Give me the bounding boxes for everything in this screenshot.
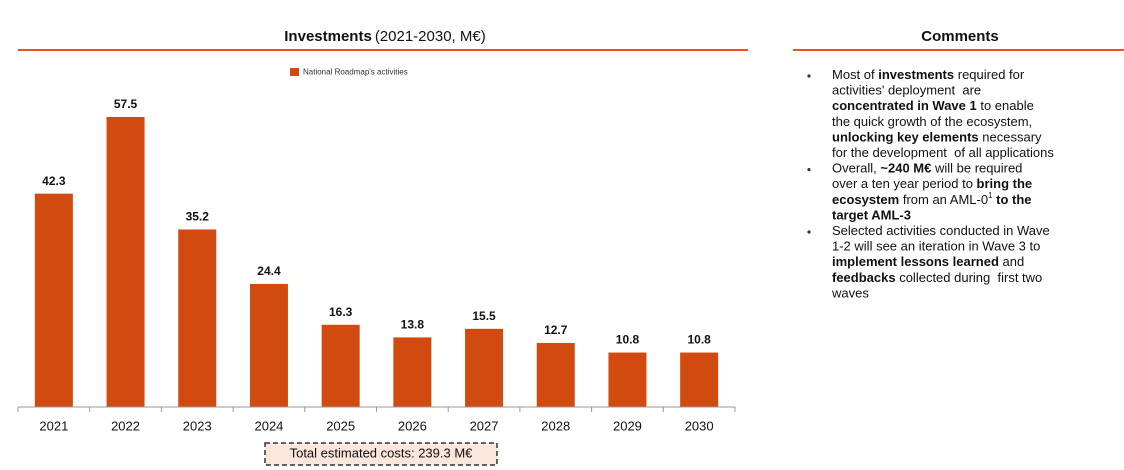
x-tick-label: 2025	[326, 418, 355, 433]
comment-segment: required for	[954, 67, 1025, 82]
comment-segment: activities' deployment are	[832, 83, 981, 98]
total-annotation: Total estimated costs: 239.3 M€	[290, 445, 474, 460]
x-tick-label: 2022	[111, 418, 140, 433]
comment-line: ecosystem from an AML-01 to the	[832, 191, 1032, 207]
comment-segment: 1-2 will see an iteration in Wave 3 to	[832, 239, 1040, 254]
bullet-dot	[807, 168, 811, 172]
x-tick-label: 2028	[541, 418, 570, 433]
comment-line: target AML-3	[832, 208, 911, 223]
comment-segment: necessary	[979, 130, 1042, 145]
comment-segment: waves	[831, 286, 869, 301]
bar	[106, 117, 145, 407]
comment-line: over a ten year period to bring the	[832, 177, 1032, 192]
legend-swatch	[290, 68, 299, 76]
bullet-dot	[807, 74, 811, 78]
bar	[393, 337, 432, 407]
comment-segment: investments	[878, 67, 954, 82]
bar	[34, 193, 73, 407]
comment-segment: from an AML-0	[899, 192, 988, 207]
bullet-dot	[807, 230, 811, 234]
total-box	[264, 442, 498, 466]
comment-segment: to the	[993, 192, 1032, 207]
legend-label: National Roadmap's activities	[303, 68, 408, 77]
bar	[465, 328, 504, 407]
data-label: 15.5	[472, 309, 496, 323]
comment-line: Most of investments required for	[832, 67, 1025, 82]
bar	[608, 352, 647, 407]
bar	[321, 324, 360, 407]
comments-title: Comments	[921, 28, 999, 45]
chart-heading: Investments (2021-2030, M€)	[284, 28, 485, 45]
comment-segment: to enable	[977, 99, 1034, 114]
comment-segment: over a ten year period to	[832, 177, 977, 192]
bar	[249, 283, 288, 407]
chart-title: Investments	[284, 28, 372, 45]
comment-segment: Overall,	[832, 161, 880, 176]
data-label: 12.7	[544, 323, 568, 337]
comment-line: unlocking key elements necessary	[832, 130, 1042, 145]
x-tick-label: 2023	[183, 418, 212, 433]
comment-segment: bring the	[977, 177, 1033, 192]
bar	[536, 342, 575, 407]
comment-segment: concentrated in Wave 1	[832, 99, 977, 114]
comment-line: the quick growth of the ecosystem,	[832, 114, 1032, 129]
comment-line: implement lessons learned and	[832, 255, 1024, 270]
x-tick-label: 2030	[685, 418, 714, 433]
comment-segment: implement lessons learned	[832, 255, 999, 270]
comment-segment: Selected activities conducted in Wave	[832, 223, 1050, 238]
x-tick-label: 2029	[613, 418, 642, 433]
comment-segment: the quick growth of the ecosystem,	[832, 114, 1032, 129]
comment-line: 1-2 will see an iteration in Wave 3 to	[832, 239, 1040, 254]
comment-segment: ~240 M€	[880, 161, 931, 176]
comment-segment: 1	[988, 191, 993, 200]
comment-line: waves	[831, 286, 869, 301]
bar	[178, 229, 217, 407]
comment-segment: will be required	[931, 161, 1022, 176]
comment-line: Selected activities conducted in Wave	[832, 223, 1050, 238]
comment-segment: target AML-3	[832, 208, 911, 223]
data-label: 57.5	[114, 97, 138, 111]
x-tick-label: 2024	[254, 418, 283, 433]
data-label: 35.2	[186, 210, 210, 224]
x-tick-label: 2021	[39, 418, 68, 433]
comment-line: Overall, ~240 M€ will be required	[832, 161, 1022, 176]
comment-line: for the development of all applications	[832, 145, 1054, 160]
comment-segment: collected during first two	[896, 270, 1043, 285]
chart-subtitle: (2021-2030, M€)	[375, 28, 486, 45]
comment-line: activities' deployment are	[832, 83, 981, 98]
comment-segment: unlocking key elements	[832, 130, 979, 145]
comment-segment: ecosystem	[832, 192, 899, 207]
comment-line: concentrated in Wave 1 to enable	[832, 99, 1034, 114]
comment-segment: and	[999, 255, 1024, 270]
comment-line: feedbacks collected during first two	[832, 270, 1042, 285]
data-label: 16.3	[329, 305, 353, 319]
x-tick-label: 2026	[398, 418, 427, 433]
data-label: 13.8	[401, 318, 425, 332]
data-label: 24.4	[257, 264, 281, 278]
data-label: 10.8	[616, 333, 640, 347]
comment-segment: Most of	[832, 67, 878, 82]
comment-segment: for the development of all applications	[832, 145, 1054, 160]
bar	[680, 352, 719, 407]
data-label: 10.8	[687, 333, 711, 347]
comment-segment: feedbacks	[832, 270, 896, 285]
data-label: 42.3	[42, 174, 66, 188]
x-tick-label: 2027	[470, 418, 499, 433]
